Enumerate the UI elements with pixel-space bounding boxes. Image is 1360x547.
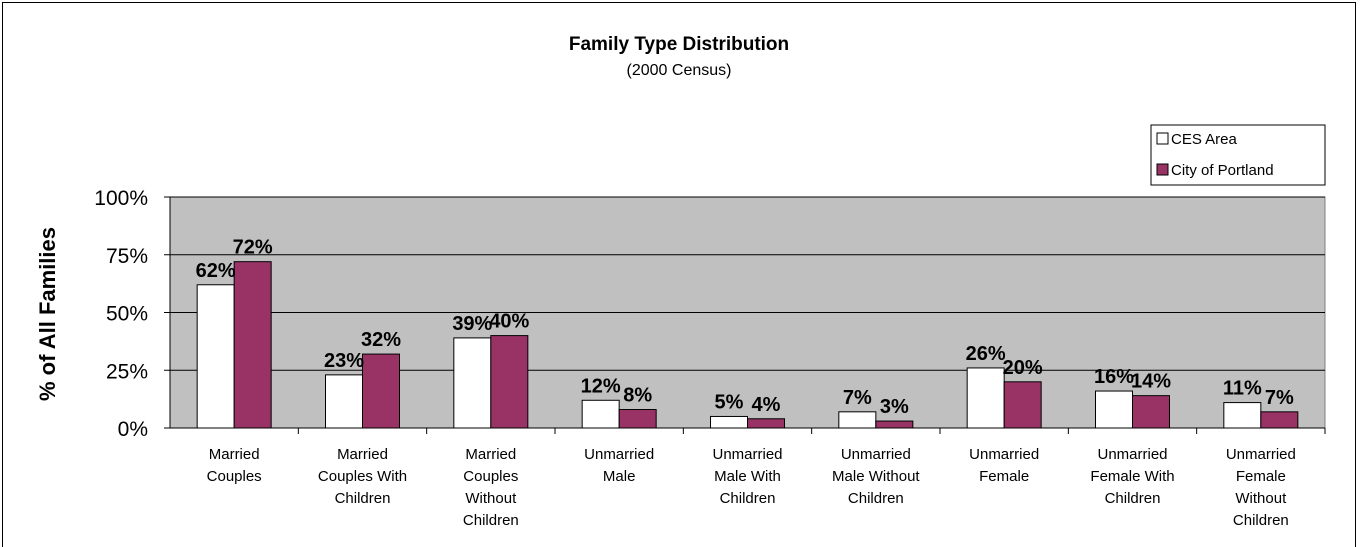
x-category-line: Unmarried bbox=[712, 446, 782, 463]
x-category-line: Married bbox=[209, 446, 260, 463]
data-label: 39% bbox=[452, 313, 492, 335]
data-label: 20% bbox=[1003, 357, 1043, 379]
data-label: 7% bbox=[843, 387, 872, 409]
x-category-line: Couples With bbox=[318, 468, 407, 485]
x-category-line: Female bbox=[1236, 468, 1286, 485]
x-category-line: Unmarried bbox=[1226, 446, 1296, 463]
data-labels: 62%72% 23%32% 39%40% 12% 8% 5% 4% 7% 3% 26%20% 16%… bbox=[196, 237, 1294, 418]
x-category-line: Children bbox=[335, 490, 391, 507]
data-label: 16% bbox=[1094, 366, 1134, 388]
x-category-line: Couples bbox=[207, 468, 262, 485]
x-category-line: Male bbox=[603, 468, 636, 485]
x-category-line: Unmarried bbox=[1097, 446, 1167, 463]
data-label: 3% bbox=[880, 396, 909, 418]
bar-city-of-portland bbox=[1132, 395, 1170, 429]
bar-ces-area bbox=[453, 337, 492, 429]
x-category-line: Children bbox=[1233, 512, 1289, 529]
bar-ces-area bbox=[325, 374, 363, 429]
x-category-line: Children bbox=[463, 512, 519, 529]
x-category-line: Male Without bbox=[832, 468, 920, 485]
legend-label-ces-area: CES Area bbox=[1171, 131, 1238, 148]
bar-ces-area bbox=[581, 399, 620, 429]
legend-swatch-ces-area bbox=[1156, 132, 1169, 145]
x-category-line: Female bbox=[979, 468, 1029, 485]
x-category-line: Couples bbox=[463, 468, 518, 485]
bar-ces-area bbox=[196, 284, 235, 429]
data-label: 62% bbox=[196, 260, 236, 282]
x-category-line: Male With bbox=[714, 468, 781, 485]
x-category-line: Married bbox=[337, 446, 388, 463]
bar-city-of-portland bbox=[618, 409, 657, 429]
y-tick-label: 0% bbox=[118, 418, 148, 441]
bar-ces-area bbox=[966, 367, 1005, 429]
x-category-label: Married Couples With Children bbox=[318, 446, 407, 507]
x-category-line: Children bbox=[1105, 490, 1161, 507]
x-category-line: Unmarried bbox=[969, 446, 1039, 463]
x-category-label: Unmarried Female With Children bbox=[1090, 446, 1174, 507]
axes bbox=[169, 197, 1326, 434]
bar-ces-area bbox=[710, 415, 748, 429]
x-category-line: Married bbox=[465, 446, 516, 463]
x-category-line: Without bbox=[1235, 490, 1287, 507]
data-label: 4% bbox=[752, 394, 781, 416]
x-category-line: Children bbox=[720, 490, 776, 507]
legend-swatch-city-of-portland bbox=[1156, 163, 1169, 176]
x-axis-categories: Married Couples Married Couples With Childre… bbox=[207, 446, 1296, 529]
data-label: 23% bbox=[324, 350, 364, 372]
y-axis-label: % of All Families bbox=[35, 227, 60, 401]
legend-label-city-of-portland: City of Portland bbox=[1171, 162, 1274, 179]
bar-city-of-portland bbox=[1260, 411, 1299, 429]
y-tick-label: 50% bbox=[106, 303, 148, 326]
data-label: 7% bbox=[1265, 387, 1294, 409]
data-label: 11% bbox=[1223, 378, 1262, 400]
data-label: 14% bbox=[1131, 371, 1171, 393]
data-label: 32% bbox=[361, 329, 401, 351]
x-category-label: Unmarried Female Without Children bbox=[1226, 446, 1296, 529]
x-category-line: Unmarried bbox=[841, 446, 911, 463]
bar-city-of-portland bbox=[490, 335, 529, 429]
data-label: 72% bbox=[233, 237, 273, 259]
data-label: 5% bbox=[715, 391, 744, 413]
bar-city-of-portland bbox=[233, 261, 272, 429]
x-category-label: Unmarried Male Without Children bbox=[832, 446, 920, 507]
bar-city-of-portland bbox=[875, 420, 914, 429]
x-category-line: Without bbox=[465, 490, 517, 507]
bar-city-of-portland bbox=[362, 353, 400, 429]
x-category-label: Unmarried Male bbox=[584, 446, 654, 485]
x-category-line: Female With bbox=[1090, 468, 1174, 485]
y-tick-label: 100% bbox=[94, 187, 148, 210]
y-tick-label: 25% bbox=[106, 360, 148, 383]
chart-title: Family Type Distribution bbox=[569, 34, 789, 55]
data-label: 26% bbox=[966, 343, 1006, 365]
y-axis-ticks: 0% 25% 50% 75% 100% bbox=[94, 187, 170, 441]
x-category-label: Married Couples Without Children bbox=[463, 446, 519, 529]
data-label: 40% bbox=[489, 311, 529, 333]
bar-ces-area bbox=[1223, 402, 1262, 429]
data-label: 8% bbox=[623, 385, 652, 407]
x-category-label: Married Couples bbox=[207, 446, 262, 485]
x-category-label: Unmarried Female bbox=[969, 446, 1039, 485]
bar-city-of-portland bbox=[747, 418, 785, 429]
chart-subtitle: (2000 Census) bbox=[627, 62, 732, 79]
legend: CES Area City of Portland bbox=[1150, 124, 1326, 186]
x-category-label: Unmarried Male With Children bbox=[712, 446, 782, 507]
bar-city-of-portland bbox=[1003, 381, 1042, 429]
data-label: 12% bbox=[581, 375, 621, 397]
bar-ces-area bbox=[1095, 390, 1133, 429]
x-category-line: Children bbox=[848, 490, 904, 507]
x-category-line: Unmarried bbox=[584, 446, 654, 463]
legend-box bbox=[1150, 124, 1326, 186]
bar-ces-area bbox=[838, 411, 877, 429]
y-tick-label: 75% bbox=[106, 245, 148, 268]
